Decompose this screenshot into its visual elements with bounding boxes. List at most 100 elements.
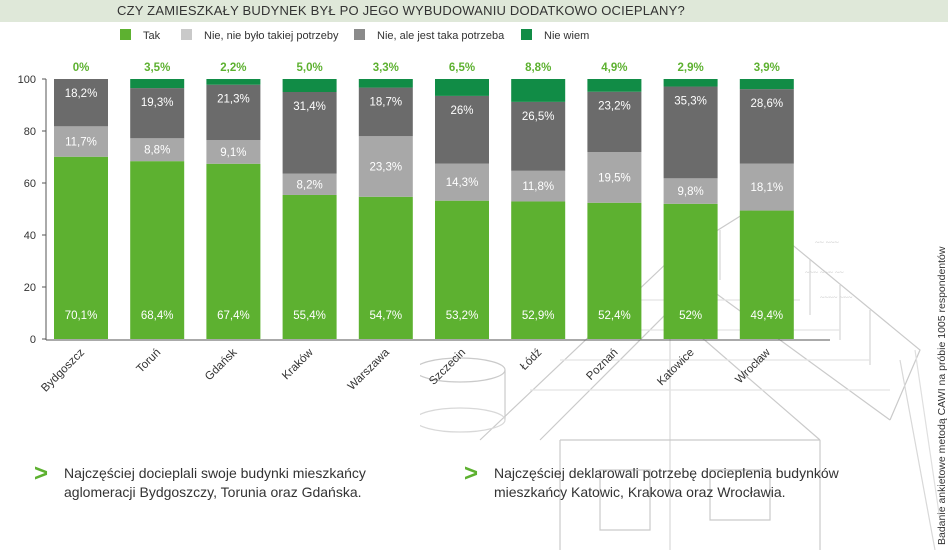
category-label: Szczecin <box>427 347 468 388</box>
category-label: Kraków <box>280 346 316 382</box>
data-label: 18,7% <box>369 97 402 109</box>
data-label: 49,4% <box>750 310 783 322</box>
bar-segment <box>663 79 718 87</box>
data-label: 52,9% <box>522 310 555 322</box>
bar-segment <box>587 202 642 339</box>
legend-item-tak: Tak <box>120 29 160 42</box>
data-label: 5,0% <box>296 62 322 74</box>
bar-segment <box>739 163 794 211</box>
bar-segment <box>511 170 566 202</box>
y-tick-label: 80 <box>24 126 36 138</box>
legend-label-nie-ale-jest: Nie, ale jest taka potrzeba <box>377 30 505 42</box>
data-label: 3,3% <box>373 62 399 74</box>
legend-label-nie-wiem: Nie wiem <box>544 30 590 42</box>
category-label: Poznań <box>584 347 620 383</box>
data-label: 2,2% <box>220 62 246 74</box>
bar-segment <box>54 126 108 157</box>
data-label: 11,8% <box>522 181 554 193</box>
data-label: 23,2% <box>598 101 631 113</box>
legend-label-nie-nie-bylo: Nie, nie było takiej potrzeby <box>204 30 339 42</box>
chevron-right-icon: > <box>464 460 479 487</box>
data-label: 18,1% <box>750 182 783 194</box>
bar-segment <box>511 79 566 102</box>
note-1-text: Najczęściej docieplali swoje budynki mie… <box>64 465 366 500</box>
legend-swatch-nie-wiem <box>521 29 532 40</box>
data-label: 26,5% <box>522 111 555 123</box>
data-label: 18,2% <box>65 88 98 100</box>
bar-segment <box>358 136 413 197</box>
data-label: 8,2% <box>296 179 322 191</box>
y-tick-label: 40 <box>24 230 36 242</box>
data-label: 53,2% <box>446 310 479 322</box>
data-label: 31,4% <box>293 101 326 113</box>
legend-item-nie-nie-bylo: Nie, nie było takiej potrzeby <box>181 29 339 42</box>
bar-segment <box>130 138 185 162</box>
bar-segment <box>587 79 642 92</box>
data-label: 4,9% <box>601 62 627 74</box>
bar-segment <box>435 79 489 96</box>
note-1: > Najczęściej docieplali swoje budynki m… <box>34 462 424 502</box>
data-label: 19,3% <box>141 97 174 109</box>
data-label: 52% <box>679 310 702 322</box>
bar-segment <box>206 140 261 164</box>
bar-segment <box>663 178 718 204</box>
data-label: 9,1% <box>220 147 246 159</box>
category-label: Gdańsk <box>203 346 240 383</box>
data-label: 8,8% <box>525 62 551 74</box>
data-label: 67,4% <box>217 310 250 322</box>
data-label: 23,3% <box>369 161 402 173</box>
data-label: 3,5% <box>144 62 170 74</box>
category-label: Bydgoszcz <box>39 346 87 394</box>
note-2-text: Najczęściej deklarowali potrzebę dociepl… <box>494 465 839 500</box>
data-label: 11,7% <box>65 137 97 149</box>
bar-segment <box>739 79 794 90</box>
bar-segment <box>739 89 794 164</box>
bar-segment <box>54 79 108 127</box>
category-label: Toruń <box>134 347 163 376</box>
methodology-note: Badanie ankietowe metodą CAWI na próbie … <box>936 246 948 545</box>
data-label: 21,3% <box>217 94 250 106</box>
data-label: 14,3% <box>446 177 479 189</box>
bar-segment <box>282 92 337 174</box>
data-label: 26% <box>450 105 473 117</box>
bar-segment <box>282 194 337 339</box>
bar-segment <box>587 91 642 153</box>
sketch-note-1: ~~ ~~~ <box>815 238 839 247</box>
legend-swatch-nie-nie-bylo <box>181 29 192 40</box>
data-label: 70,1% <box>65 310 98 322</box>
data-label: 55,4% <box>293 310 326 322</box>
data-label: 6,5% <box>449 62 475 74</box>
category-label: Łódź <box>518 346 544 372</box>
category-label: Warszawa <box>346 346 393 393</box>
legend-item-nie-ale-jest: Nie, ale jest taka potrzeba <box>354 29 504 42</box>
bar-segment <box>282 79 337 92</box>
chevron-right-icon: > <box>34 460 49 487</box>
bar-segment <box>282 173 337 195</box>
data-label: 28,6% <box>750 98 783 110</box>
sketch-note-2: ~~~ ~~~ ~~ <box>805 268 844 277</box>
bar-segment <box>130 79 185 89</box>
plot-area: 0 20 40 60 80 100 70,1% 11,7% 18,2% 0% Bydgoszcz 68… <box>18 62 830 394</box>
legend-swatch-tak <box>120 29 131 40</box>
bar-segment <box>358 196 413 339</box>
bar-segment <box>739 210 794 339</box>
y-tick-label: 20 <box>24 282 36 294</box>
bar-segment <box>511 201 566 339</box>
legend-item-nie-wiem: Nie wiem <box>521 29 589 42</box>
chart-title: CZY ZAMIESZKAŁY BUDYNEK BYŁ PO JEGO WYBU… <box>117 3 685 18</box>
bar-segment <box>663 86 718 179</box>
stacked-bar-chart: 0 20 40 60 80 100 70,1% 11,7% 18,2% 0% Bydgoszcz 68… <box>18 62 830 394</box>
title-bar: CZY ZAMIESZKAŁY BUDYNEK BYŁ PO JEGO WYBU… <box>0 0 948 22</box>
category-label: Wrocław <box>733 346 773 386</box>
category-label: Katowice <box>655 347 696 388</box>
bar-segment <box>435 163 489 201</box>
bar-segment <box>206 79 261 85</box>
bar-segment <box>130 88 185 139</box>
bar-segment <box>587 152 642 203</box>
bar-segment <box>663 203 718 339</box>
bar-segment <box>358 79 413 88</box>
data-label: 35,3% <box>674 96 707 108</box>
data-label: 0% <box>73 62 90 74</box>
bar-segment <box>511 101 566 171</box>
data-label: 52,4% <box>598 310 631 322</box>
